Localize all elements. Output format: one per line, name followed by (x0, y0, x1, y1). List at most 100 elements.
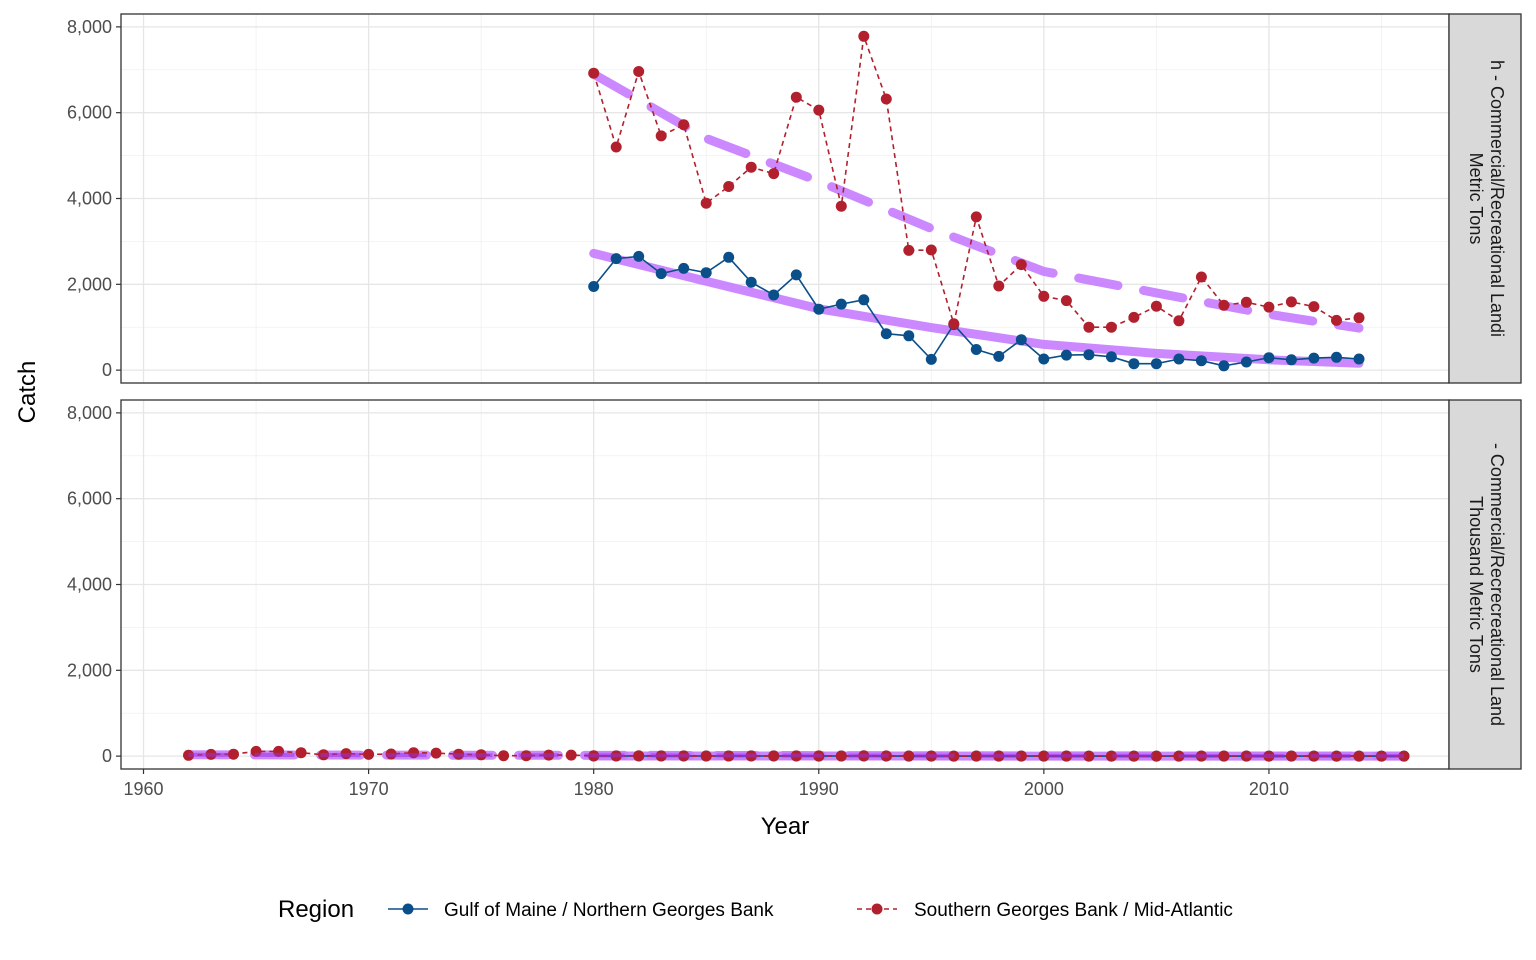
southern-series-point (1218, 299, 1230, 311)
y-tick-label: 6,000 (67, 103, 112, 123)
legend-key-point-sgb (871, 903, 883, 915)
southern-series-point (858, 30, 870, 42)
southern-series-point (835, 750, 847, 762)
panel-1: 0 2,000 4,000 6,000 8,000 h - Commercial/Recr… (67, 13, 1522, 384)
gulf-series-point (655, 268, 667, 280)
southern-series-point (768, 168, 780, 180)
southern-series-point (768, 750, 780, 762)
y-axis-title: Catch (14, 361, 41, 424)
southern-series-point (363, 748, 375, 760)
southern-series-point (1038, 750, 1050, 762)
southern-series-point (295, 747, 307, 759)
gulf-series-point (1083, 349, 1095, 361)
southern-series-point (228, 748, 239, 760)
southern-series-point (813, 104, 825, 116)
gulf-series-point (1128, 358, 1140, 370)
southern-series-point (430, 747, 442, 759)
gulf-series-point (1060, 349, 1072, 361)
x-tick-label: 1990 (799, 779, 839, 799)
southern-series-point (835, 200, 847, 212)
y-tick-label: 8,000 (67, 403, 112, 423)
southern-series-point (1060, 295, 1072, 307)
southern-series-point (1285, 296, 1297, 308)
southern-series-point (1353, 312, 1365, 324)
legend-key-point-gom (402, 903, 414, 915)
x-axis: 1960 1970 1980 1990 2000 2010 (123, 769, 1289, 799)
legend-title: Region (278, 896, 354, 923)
facet-strip (1448, 13, 1522, 384)
southern-series-point (1218, 750, 1230, 762)
gulf-series-point (768, 289, 780, 301)
southern-series-point (1015, 750, 1027, 762)
gulf-series-point (588, 281, 600, 292)
southern-series-point (970, 750, 982, 762)
y-tick-label: 6,000 (67, 489, 112, 509)
x-axis-title: Year (761, 813, 810, 840)
southern-series-point (993, 280, 1005, 292)
gulf-series-point (1195, 355, 1207, 367)
southern-series-point (1128, 311, 1140, 323)
southern-series-point (1083, 321, 1095, 333)
gulf-series-point (723, 251, 735, 263)
y-tick-label: 8,000 (67, 17, 112, 37)
southern-series-point (1105, 750, 1117, 762)
gulf-series-point (678, 262, 690, 274)
y-tick-label: 2,000 (67, 274, 112, 294)
southern-series-point (1308, 301, 1320, 313)
gulf-series-point (1173, 353, 1185, 365)
x-tick-label: 1960 (123, 779, 163, 799)
southern-series-point (678, 119, 690, 131)
legend-label-sgb: Southern Georges Bank / Mid-Atlantic (914, 900, 1233, 921)
southern-series-point (1150, 300, 1162, 312)
gulf-series-point (1285, 354, 1297, 366)
southern-series-point (588, 67, 600, 79)
gulf-series-point (880, 328, 892, 340)
gulf-series-point (970, 344, 982, 355)
southern-series-point (880, 93, 892, 105)
x-tick-label: 2010 (1249, 779, 1289, 799)
southern-series-point (903, 244, 915, 256)
gulf-series-point (790, 269, 802, 281)
southern-series-point (1285, 750, 1297, 762)
gulf-series-point (925, 353, 937, 365)
x-tick-label: 1980 (574, 779, 614, 799)
southern-series-point (903, 750, 915, 762)
southern-series-point (1038, 290, 1050, 302)
gulf-series-point (1308, 352, 1320, 364)
y-tick-label: 0 (102, 746, 112, 766)
gulf-series-point (1331, 351, 1342, 363)
southern-series-point (723, 181, 735, 192)
southern-series-point (790, 91, 802, 103)
legend-label-gom: Gulf of Maine / Northern Georges Bank (444, 900, 774, 921)
gulf-series-point (1240, 356, 1252, 368)
southern-series-point (1353, 750, 1365, 762)
gulf-series-point (813, 303, 825, 315)
southern-series-point (925, 244, 937, 256)
gulf-series-point (835, 298, 847, 310)
gulf-series-point (1218, 360, 1230, 372)
x-tick-label: 1970 (349, 779, 389, 799)
southern-series-point (498, 750, 510, 762)
gulf-series-point (745, 276, 757, 288)
facet-label-line: Thousand Metric Tons (1466, 496, 1486, 673)
facet-label: h - Commercial/Recreational LandiMetric … (1466, 60, 1507, 337)
trend-line-overlay (188, 752, 1404, 758)
southern-series-point (1263, 301, 1275, 313)
southern-series-point (1015, 259, 1027, 271)
facet-label-group: - Commercial/Recrecreational LandThousan… (1466, 443, 1507, 726)
southern-series-point (565, 749, 577, 761)
southern-series-point (1173, 315, 1185, 327)
legend: Region Gulf of Maine / Northern Georges … (278, 896, 1233, 923)
gulf-series-point (1015, 334, 1027, 346)
facet-label-line: Metric Tons (1466, 153, 1486, 245)
gulf-series-point (610, 253, 622, 265)
gulf-series-point (993, 350, 1005, 362)
gulf-series-point (633, 250, 645, 262)
southern-series-point (1105, 321, 1117, 333)
southern-series-point (745, 161, 757, 173)
y-tick-label: 4,000 (67, 575, 112, 595)
gulf-series-point (700, 267, 712, 279)
chart-panels: 0 2,000 4,000 6,000 8,000 h - Commercial/Recr… (67, 13, 1522, 770)
facet-label-group: h - Commercial/Recreational LandiMetric … (1466, 60, 1507, 337)
